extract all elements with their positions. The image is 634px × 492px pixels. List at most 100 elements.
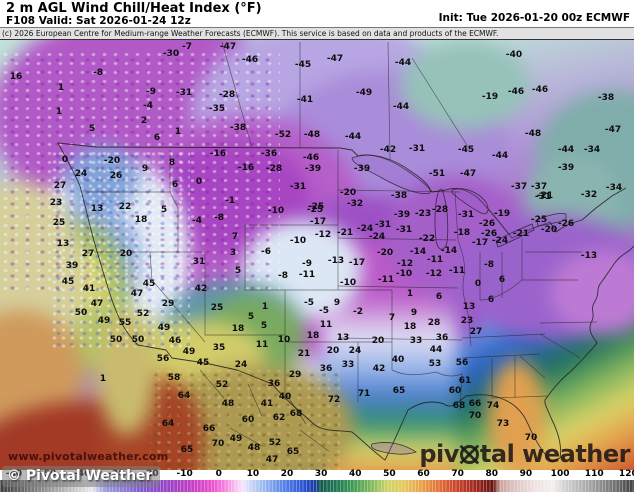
temperature-value-label: 36 <box>320 364 333 374</box>
temperature-value-label: -14 <box>441 246 457 256</box>
temperature-value-label: -28 <box>432 205 448 215</box>
temperature-value-label: 52 <box>269 438 282 448</box>
temperature-value-label: 13 <box>91 204 104 214</box>
temperature-value-label: 50 <box>132 335 145 345</box>
temperature-value-label: 73 <box>497 419 510 429</box>
temperature-value-label: 48 <box>222 399 235 409</box>
temperature-value-label: -38 <box>391 191 407 201</box>
temperature-value-label: 52 <box>216 380 229 390</box>
temperature-value-label: -2 <box>353 307 363 317</box>
pivotal-logo-o-icon <box>456 441 482 467</box>
temperature-field <box>0 40 634 470</box>
temperature-value-label: -32 <box>347 199 363 209</box>
temperature-value-label: -9 <box>146 87 156 97</box>
temperature-value-label: -44 <box>558 145 574 155</box>
temperature-value-label: -12 <box>397 259 413 269</box>
temperature-value-label: -10 <box>268 206 284 216</box>
temperature-value-label: -4 <box>143 101 153 111</box>
temperature-value-label: -25 <box>307 205 323 215</box>
temperature-value-label: -24 <box>357 224 373 234</box>
temperature-value-label: -11 <box>449 266 465 276</box>
colorbar-tick: 120 <box>618 469 634 479</box>
ecmwf-attribution: (c) 2026 European Centre for Medium-rang… <box>0 27 634 40</box>
temperature-value-label: 25 <box>53 218 66 228</box>
temperature-value-label: 60 <box>449 386 462 396</box>
temperature-value-label: -13 <box>581 251 597 261</box>
temperature-value-label: 5 <box>89 124 95 134</box>
header: 2 m AGL Wind Chill/Heat Index (°F) F108 … <box>0 0 634 27</box>
page-title: 2 m AGL Wind Chill/Heat Index (°F) <box>6 1 262 16</box>
temperature-value-label: 20 <box>327 346 340 356</box>
temperature-value-label: -34 <box>584 145 600 155</box>
temperature-value-label: -28 <box>219 90 235 100</box>
temperature-value-label: 6 <box>154 133 160 143</box>
temperature-value-label: -12 <box>426 269 442 279</box>
init-time-label: Init: Tue 2026-01-20 00z ECMWF <box>438 12 630 24</box>
temperature-value-label: 27 <box>82 249 95 259</box>
temperature-value-label: 5 <box>248 312 254 322</box>
temperature-value-label: 1 <box>407 289 413 299</box>
colorbar-tick: -10 <box>176 469 193 479</box>
temperature-value-label: 45 <box>62 277 75 287</box>
temperature-value-label: 45 <box>143 279 156 289</box>
temperature-value-label: 33 <box>342 360 355 370</box>
temperature-value-label: -31 <box>375 220 391 230</box>
temperature-value-label: 1 <box>175 127 181 137</box>
temperature-value-label: -39 <box>394 210 410 220</box>
temperature-value-label: -10 <box>290 236 306 246</box>
temperature-value-label: 52 <box>137 309 150 319</box>
temperature-value-label: 50 <box>75 308 88 318</box>
temperature-value-label: -39 <box>558 163 574 173</box>
pivotal-weather-logo: piv tal weather <box>419 440 630 468</box>
colorbar-tick: 90 <box>519 469 533 479</box>
temperature-value-label: -16 <box>210 149 226 159</box>
temperature-value-label: 33 <box>410 336 423 346</box>
temperature-value-label: 9 <box>411 308 417 318</box>
temperature-value-label: 56 <box>456 358 469 368</box>
temperature-value-label: -51 <box>429 169 445 179</box>
temperature-value-label: 36 <box>436 333 449 343</box>
temperature-value-label: 3 <box>230 248 236 258</box>
temperature-value-label: -46 <box>242 55 258 65</box>
temperature-value-label: 18 <box>135 215 148 225</box>
temperature-value-label: 49 <box>230 434 243 444</box>
logo-text-piv: piv <box>419 440 459 468</box>
temperature-value-label: 7 <box>232 232 238 242</box>
colorbar-tick: 20 <box>280 469 294 479</box>
temperature-value-label: 60 <box>242 415 255 425</box>
temperature-value-label: -19 <box>494 209 510 219</box>
temperature-value-label: -18 <box>454 228 470 238</box>
temperature-value-label: -26 <box>481 229 497 239</box>
temperature-value-label: 50 <box>110 335 123 345</box>
temperature-value-label: -41 <box>297 95 313 105</box>
temperature-value-label: -19 <box>482 92 498 102</box>
temperature-value-label: -8 <box>278 271 288 281</box>
temperature-value-label: 22 <box>119 202 132 212</box>
temperature-value-label: 47 <box>266 455 279 465</box>
temperature-value-label: -47 <box>327 54 343 64</box>
temperature-value-label: 29 <box>289 370 302 380</box>
temperature-value-label: 72 <box>328 395 341 405</box>
temperature-value-label: -20 <box>377 248 393 258</box>
temperature-value-label: 49 <box>98 316 111 326</box>
temperature-value-label: -34 <box>606 183 622 193</box>
temperature-value-label: 20 <box>120 249 133 259</box>
temperature-value-label: -5 <box>319 306 329 316</box>
temperature-value-label: -31 <box>535 192 551 202</box>
temperature-value-label: 68 <box>290 409 303 419</box>
temperature-value-label: -8 <box>93 68 103 78</box>
temperature-value-label: 0 <box>62 155 68 165</box>
temperature-value-label: -26 <box>558 219 574 229</box>
temperature-value-label: -20 <box>541 225 557 235</box>
temperature-value-label: -32 <box>581 190 597 200</box>
temperature-value-label: -39 <box>305 164 321 174</box>
temperature-value-label: 66 <box>203 424 216 434</box>
temperature-value-label: 45 <box>197 358 210 368</box>
temperature-value-label: 29 <box>162 299 175 309</box>
colorbar-tick: 100 <box>550 469 570 479</box>
temperature-value-label: -35 <box>209 104 225 114</box>
temperature-value-label: 25 <box>211 303 224 313</box>
temperature-value-label: 40 <box>279 392 292 402</box>
temperature-value-label: 53 <box>429 359 442 369</box>
temperature-value-label: -31 <box>176 88 192 98</box>
